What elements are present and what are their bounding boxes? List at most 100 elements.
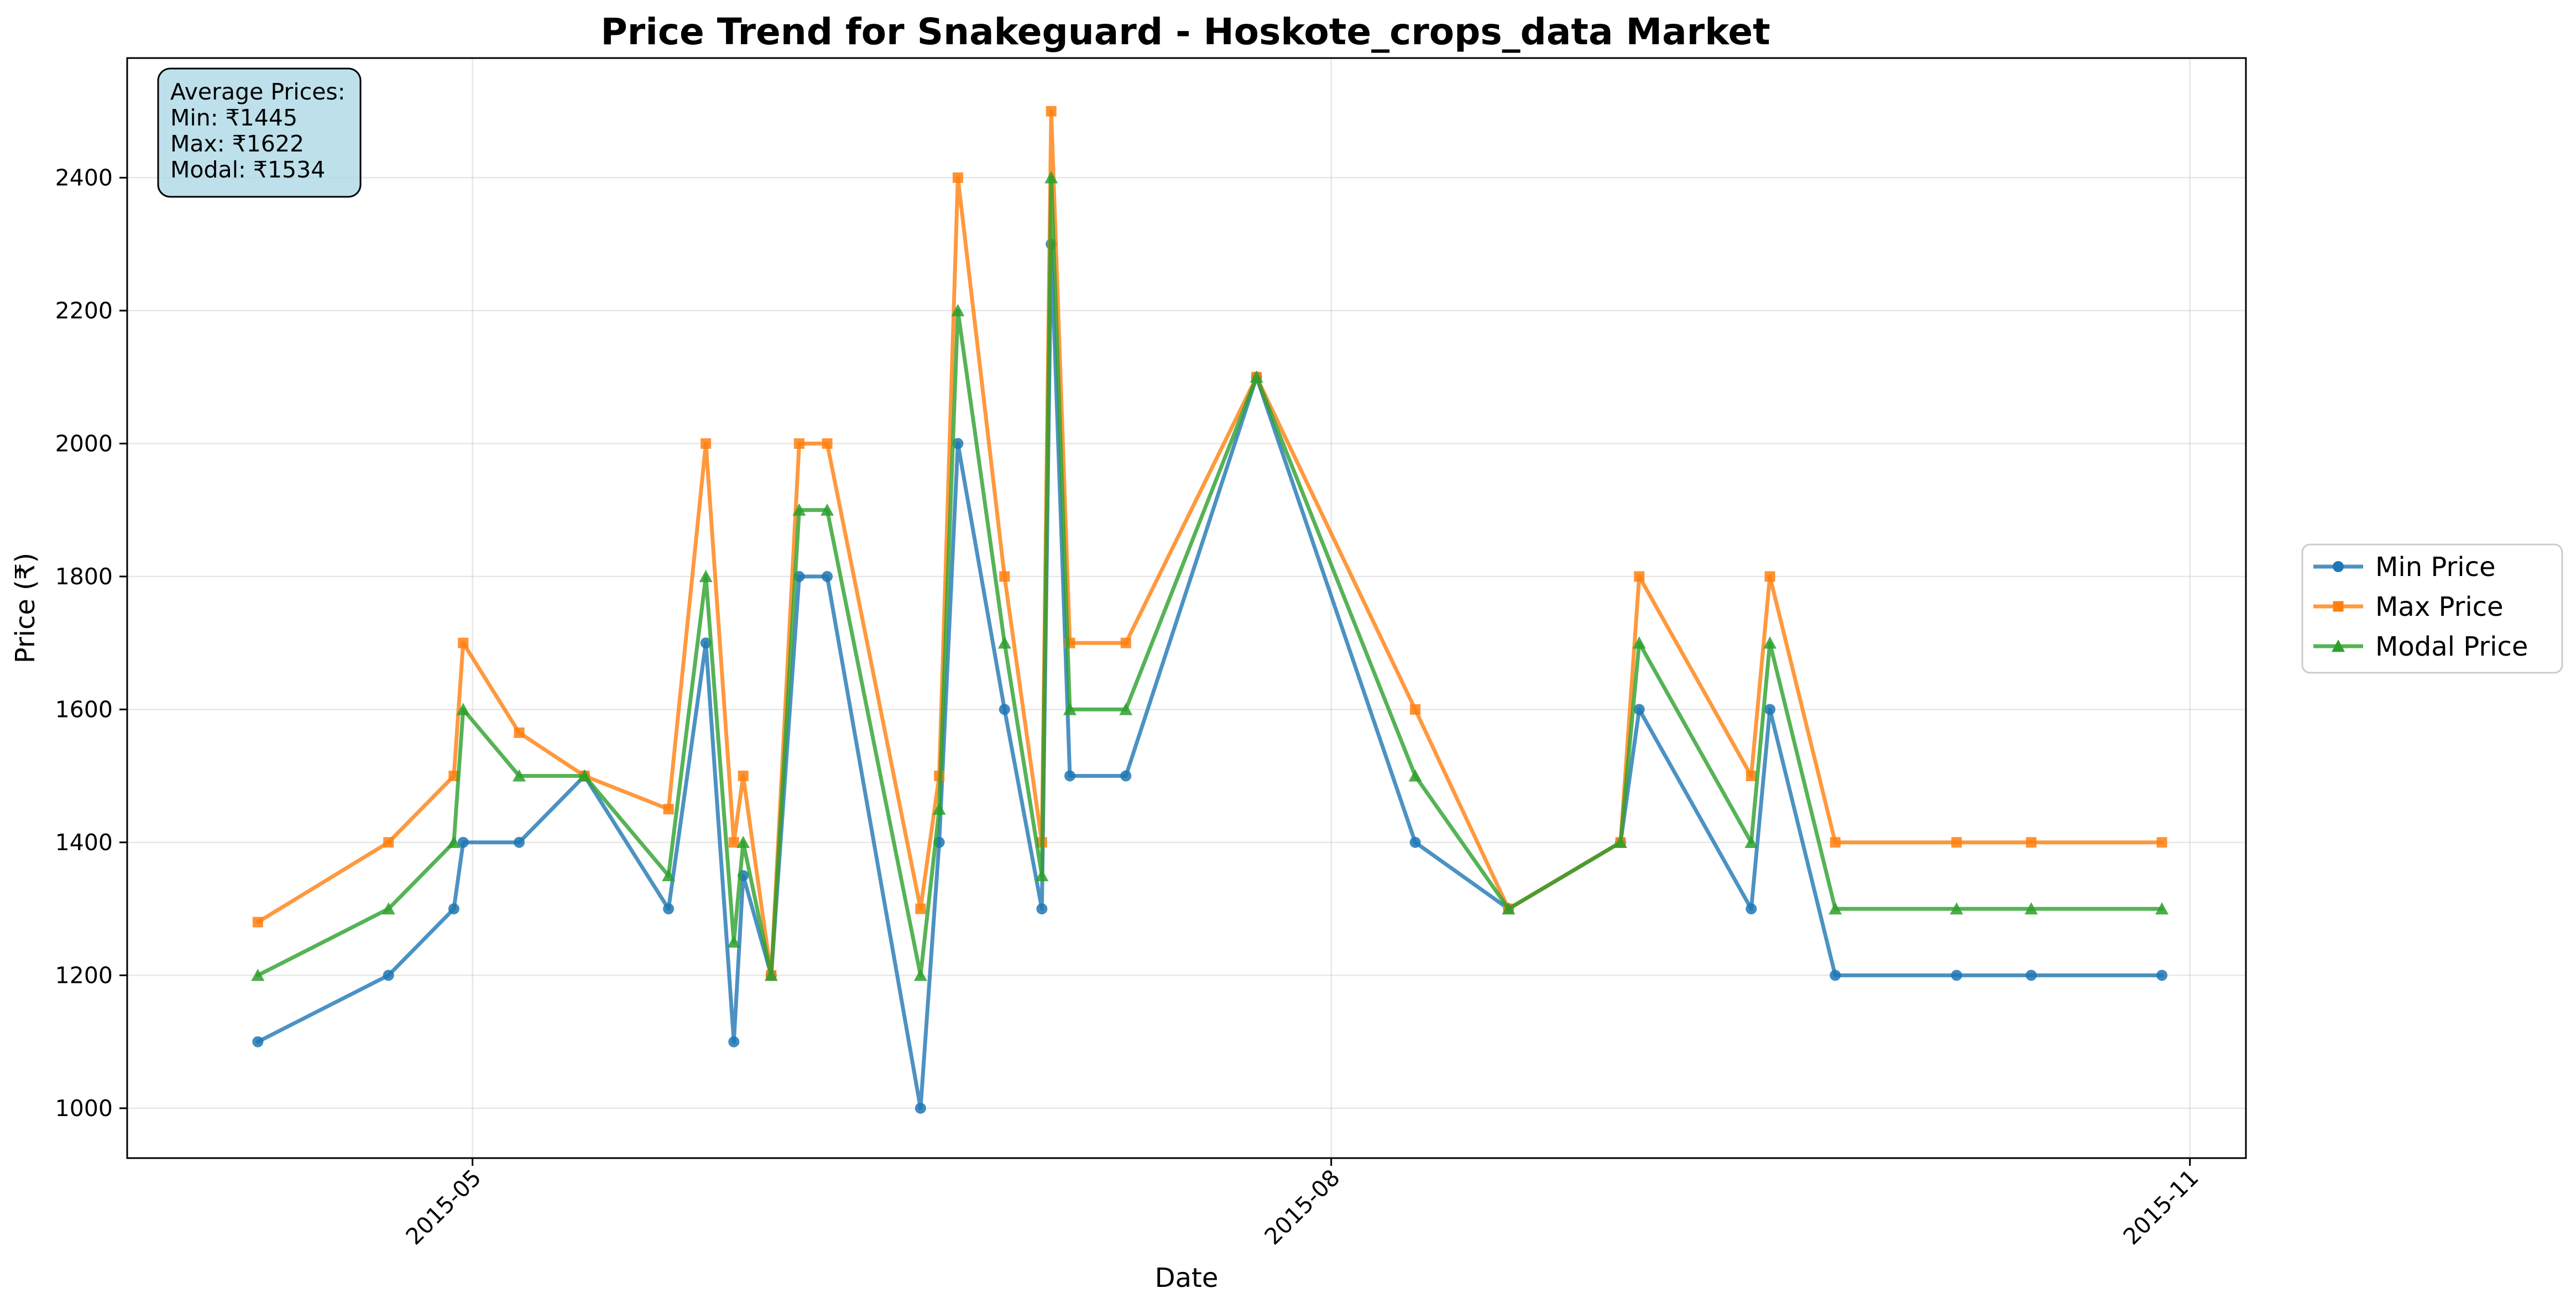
data-point-modal-price [456,703,470,715]
legend-frame [2301,543,2563,674]
data-point-modal-price [2024,902,2038,915]
y-tick-label: 2400 [55,164,113,191]
data-point-modal-price [1763,636,1777,649]
data-point-modal-price [1632,636,1646,649]
data-point-modal-price [932,802,946,815]
data-point-max-price [2026,837,2037,848]
data-point-modal-price [951,303,965,317]
data-point-max-price [728,837,739,848]
y-tick-label: 2000 [55,430,113,457]
legend-marker-swatch [2332,640,2345,652]
data-point-min-price [1764,704,1776,715]
legend-item-min-price: Min Price [2313,552,2496,583]
y-axis: 1000 1200 1400 1600 1800 2000 2200 2400 [55,164,127,1122]
data-point-modal-price [1613,835,1627,849]
x-axis-label: Date [1155,1263,1219,1294]
data-point-max-price [1410,704,1421,715]
data-point-max-price [663,804,674,815]
data-point-min-price [252,1036,264,1048]
data-point-min-price [448,903,459,915]
data-point-modal-price [727,935,741,948]
series-modal-price [251,171,2169,981]
data-point-modal-price [821,503,834,516]
data-point-min-price [2156,970,2168,981]
data-point-min-price [457,836,469,848]
stats-max: Max: ₹1622 [170,130,304,157]
data-point-max-price [458,637,469,648]
data-point-max-price [252,917,263,928]
data-point-min-price [1120,770,1132,782]
data-point-modal-price [1408,769,1422,782]
data-point-max-price [1046,106,1057,117]
data-point-modal-price [913,968,927,981]
data-point-max-price [1746,771,1757,782]
plot-frame [126,57,2247,1159]
data-point-min-price [822,570,833,582]
data-point-max-price [999,571,1010,582]
y-tick-label: 1000 [55,1095,113,1122]
stats-min: Min: ₹1445 [170,104,297,131]
y-tick-label: 1800 [55,563,113,590]
data-point-modal-price [764,968,778,981]
data-point-modal-price [1250,370,1263,383]
series-line-max-price [255,109,2164,977]
data-point-min-price [1036,903,1048,915]
data-point-max-price [952,172,963,183]
data-point-min-price [999,704,1010,715]
data-point-min-price [915,1102,926,1114]
data-point-modal-price [251,968,265,981]
data-point-min-price [663,903,675,915]
chart-title: Price Trend for Snakeguard - Hoskote_cro… [600,11,1770,53]
legend-item-modal-price: Modal Price [2313,631,2528,662]
data-point-max-price [1951,837,1962,848]
legend-item-max-price: Max Price [2313,591,2504,622]
data-point-min-price [1746,903,1757,915]
data-point-max-price [793,438,804,449]
legend-label: Modal Price [2375,631,2528,662]
data-point-modal-price [1119,703,1133,715]
data-point-min-price [514,836,525,848]
series-line-min-price [255,242,2164,1111]
data-point-modal-price [1744,835,1758,849]
legend-marker-swatch [2333,561,2344,572]
y-tick-label: 2200 [55,297,113,324]
data-point-max-price [1764,571,1775,582]
stats-heading: Average Prices: [170,78,346,105]
data-point-max-price [915,903,926,914]
data-point-max-price [1830,837,1841,848]
data-point-max-price [1120,637,1131,648]
data-point-modal-price [1950,902,1963,915]
data-point-min-price [952,438,964,449]
data-point-modal-price [2155,902,2169,915]
y-tick-label: 1200 [55,962,113,988]
data-point-min-price [728,1036,740,1048]
data-point-modal-price [1044,171,1058,184]
series-line-modal-price [255,175,2164,977]
data-point-modal-price [662,868,676,882]
data-point-max-price [822,438,833,449]
data-point-modal-price [1502,902,1516,915]
data-point-modal-price [699,569,713,583]
data-point-modal-price [382,902,395,915]
data-point-min-price [1633,704,1645,715]
data-point-modal-price [792,503,806,516]
data-point-modal-price [1063,703,1077,715]
series-layer [251,106,2169,1114]
legend-label: Min Price [2375,552,2496,583]
data-point-modal-price [736,835,750,849]
data-point-modal-price [447,835,461,849]
data-point-min-price [1064,770,1075,782]
data-point-min-price [1951,970,1962,981]
legend-items: Min Price Max Price Modal Price [2313,552,2528,662]
data-point-max-price [514,727,525,738]
stats-box-background [157,67,362,198]
data-point-min-price [2025,970,2037,981]
y-tick-label: 1400 [55,829,113,856]
stats-box: Average Prices: Min: ₹1445 Max: ₹1622 Mo… [157,67,362,198]
legend-label: Max Price [2375,591,2504,622]
stats-modal: Modal: ₹1534 [170,156,325,183]
y-tick-label: 1600 [55,696,113,722]
data-point-max-price [701,438,712,449]
